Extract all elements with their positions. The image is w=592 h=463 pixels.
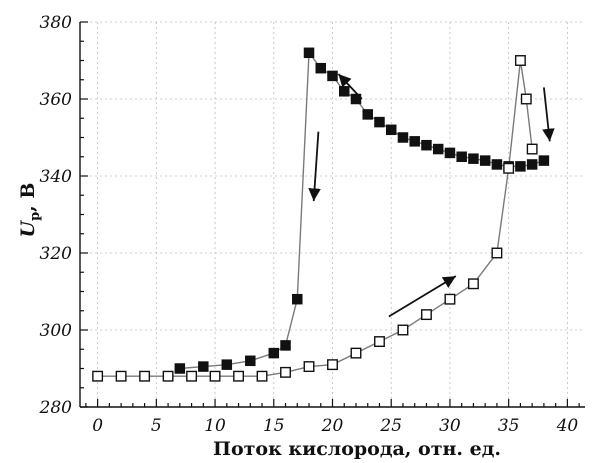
series-2-point-21 <box>526 143 538 155</box>
series-2-point-3 <box>162 370 174 382</box>
x-tick-label-0: 0 <box>92 416 103 436</box>
annotation-arrows <box>308 73 555 318</box>
series-1-point-6 <box>292 293 303 305</box>
series-1-line <box>179 50 545 370</box>
y-axis-title-main: U <box>17 219 39 237</box>
series-2-point-8 <box>280 366 291 378</box>
series-2-point-18 <box>503 162 515 174</box>
series-1-point-16 <box>409 136 420 147</box>
series-2-point-19 <box>514 55 526 66</box>
series-1-point-3 <box>245 355 256 367</box>
series-1-point-10 <box>338 86 350 97</box>
y-tick-label-2: 320 <box>40 244 73 264</box>
y-tick-label-1: 300 <box>40 321 73 341</box>
data-markers <box>92 47 550 382</box>
y-tick-label-0: 280 <box>39 398 73 418</box>
series-1-point-14 <box>385 124 397 136</box>
axes <box>79 21 585 408</box>
series-2-point-12 <box>374 336 385 347</box>
series-1-point-13 <box>374 116 385 128</box>
series-1-point-12 <box>362 109 373 120</box>
series-1-point-27 <box>538 155 550 166</box>
series-1-point-9 <box>327 70 338 82</box>
series-2-point-2 <box>139 370 151 382</box>
series-1-point-5 <box>280 340 291 351</box>
series-2-point-7 <box>256 370 268 382</box>
series-2-point-20 <box>520 93 532 105</box>
x-tick-label-2: 10 <box>204 416 226 436</box>
annotation-arrow-2 <box>308 131 321 202</box>
annotation-arrow-3 <box>388 275 457 318</box>
series-2-point-5 <box>209 370 221 382</box>
series-1-point-7 <box>303 47 315 59</box>
series-1-point-4 <box>268 347 280 359</box>
series-2-line <box>97 60 533 377</box>
annotation-arrow-4 <box>542 87 555 142</box>
series-1-point-22 <box>479 155 491 166</box>
y-tick-label-3: 340 <box>40 167 73 187</box>
x-tick-label-7: 35 <box>498 416 520 436</box>
x-tick-label-3: 15 <box>263 416 285 436</box>
series-2-point-1 <box>115 370 127 382</box>
series-2-point-15 <box>444 293 456 305</box>
x-tick-label-6: 30 <box>439 416 461 436</box>
series-2-point-9 <box>303 361 315 373</box>
series-2-point-17 <box>491 247 503 259</box>
series-lines <box>97 50 545 377</box>
series-1-point-25 <box>515 161 526 172</box>
series-2-point-0 <box>92 370 104 382</box>
series-1-point-17 <box>421 139 432 151</box>
series-1-point-21 <box>468 153 479 164</box>
y-axis-title-rest: , В <box>17 183 39 212</box>
series-1-point-1 <box>198 361 209 372</box>
x-tick-label-1: 5 <box>151 416 162 436</box>
x-axis-title: Поток кислорода, отн. ед. <box>213 438 501 460</box>
series-2-point-4 <box>186 370 198 382</box>
y-axis-title-subscript: р <box>28 212 43 221</box>
series-1-point-15 <box>397 132 409 143</box>
series-1-point-19 <box>444 147 456 159</box>
y-tick-label-5: 380 <box>40 13 73 33</box>
series-2-point-14 <box>421 309 432 321</box>
series-2-point-11 <box>350 347 362 359</box>
series-1-point-8 <box>315 62 327 74</box>
series-1-point-23 <box>491 159 503 170</box>
y-tick-label-4: 360 <box>40 90 73 110</box>
series-1-point-2 <box>221 359 233 370</box>
series-1-point-0 <box>174 363 186 374</box>
tick-labels: 0 5 10 15 20 25 30 35 40 280 300 320 340 360 380 <box>39 13 579 436</box>
x-tick-label-8: 40 <box>556 416 579 436</box>
series-1-point-20 <box>456 151 467 162</box>
series-2-point-6 <box>233 370 244 382</box>
series-2-point-13 <box>397 324 409 336</box>
series-1-point-26 <box>526 159 538 170</box>
series-1-point-18 <box>432 143 444 155</box>
series-2-point-16 <box>467 278 479 290</box>
y-axis-title: Uр, В <box>17 183 43 238</box>
annotation-arrow-1 <box>337 73 363 100</box>
series-2-point-10 <box>327 359 338 371</box>
x-tick-label-5: 25 <box>379 416 402 436</box>
x-tick-label-4: 20 <box>321 416 344 436</box>
